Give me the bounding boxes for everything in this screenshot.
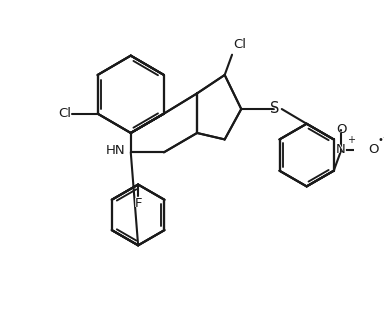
Text: O: O bbox=[369, 143, 380, 156]
Text: Cl: Cl bbox=[233, 38, 246, 51]
Text: F: F bbox=[134, 197, 143, 210]
Text: HN: HN bbox=[106, 144, 125, 157]
Text: O: O bbox=[336, 123, 346, 136]
Text: N: N bbox=[336, 143, 347, 156]
Text: Cl: Cl bbox=[57, 107, 71, 120]
Text: Cl: Cl bbox=[233, 38, 247, 51]
Text: O: O bbox=[336, 123, 347, 136]
Text: +: + bbox=[347, 135, 355, 145]
Text: Cl: Cl bbox=[58, 107, 71, 120]
Text: F: F bbox=[134, 197, 142, 210]
Text: S: S bbox=[269, 100, 280, 116]
Text: S: S bbox=[270, 100, 279, 116]
Text: •⁻: •⁻ bbox=[378, 135, 384, 145]
Text: O: O bbox=[369, 143, 379, 156]
Text: N: N bbox=[336, 143, 346, 156]
